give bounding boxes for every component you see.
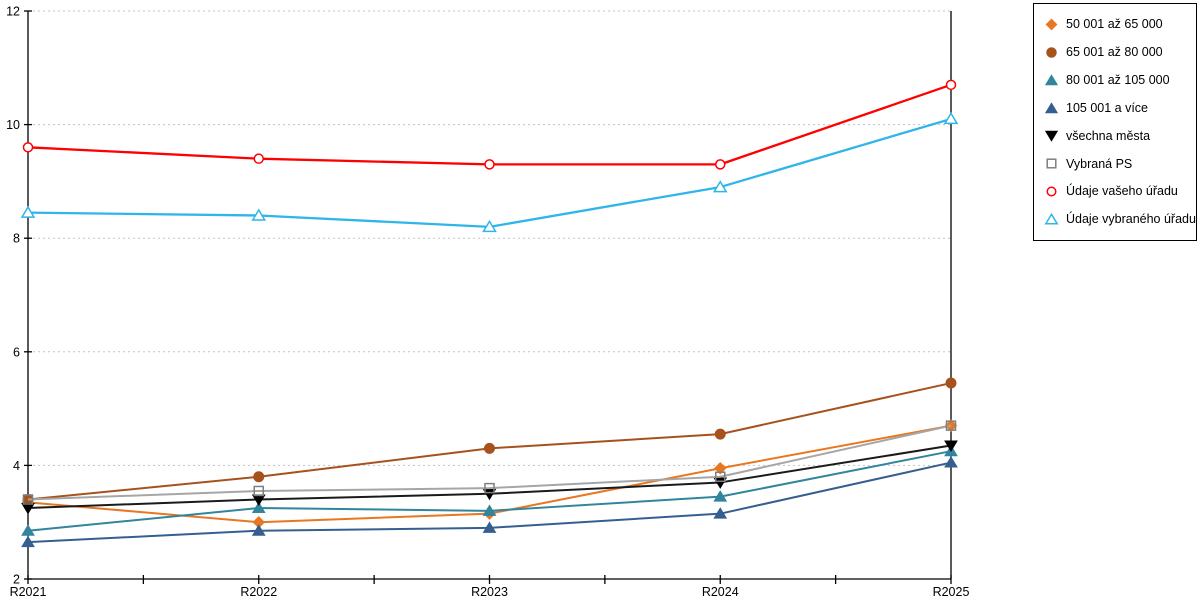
data-point-marker	[945, 377, 957, 389]
legend-item: 65 001 až 80 000	[1044, 45, 1196, 60]
x-tick-label: R2022	[240, 585, 277, 599]
x-tick-label: R2021	[10, 585, 47, 599]
data-point-marker	[713, 490, 728, 502]
data-point-marker	[484, 159, 495, 170]
series-line	[27, 382, 952, 501]
legend-item-label: 50 001 až 65 000	[1066, 17, 1163, 32]
y-tick-label: 10	[6, 118, 20, 132]
data-point-marker	[21, 524, 35, 536]
data-point-marker	[22, 142, 34, 153]
data-point-marker	[251, 208, 267, 221]
y-tick-label: 2	[13, 573, 20, 587]
triangle-up-legend-marker-icon	[1044, 73, 1059, 85]
data-point-marker	[20, 205, 36, 218]
diamond-legend-marker-icon	[1045, 18, 1058, 31]
data-point-marker	[715, 159, 726, 170]
series-line	[27, 424, 952, 501]
data-point-marker	[712, 180, 728, 193]
data-point-marker	[482, 219, 497, 233]
x-tick-label: R2023	[471, 585, 508, 599]
data-point-marker	[484, 442, 495, 454]
triangle-down-legend-marker-icon	[1044, 131, 1059, 143]
triangle-up-legend-marker-icon	[1044, 101, 1059, 113]
data-point-marker	[251, 524, 266, 536]
data-point-marker	[21, 535, 35, 548]
legend-item: všechna města	[1044, 128, 1196, 143]
data-point-marker	[253, 153, 264, 164]
legend-item-label: 105 001 a více	[1066, 100, 1149, 115]
data-point-marker	[251, 501, 266, 513]
data-point-marker	[253, 485, 264, 497]
data-point-marker	[484, 482, 495, 494]
legend-item-label: Vybraná PS	[1066, 156, 1133, 171]
y-tick-label: 4	[13, 459, 20, 473]
data-point-marker	[713, 507, 728, 519]
series-7	[20, 111, 959, 233]
data-point-marker	[714, 428, 726, 440]
legend-item-label: 80 001 až 105 000	[1066, 72, 1170, 87]
legend-item: 105 001 a více	[1044, 101, 1196, 116]
triangle-up-legend-marker-icon	[1044, 212, 1059, 225]
series-3	[21, 456, 958, 548]
legend-item-label: všechna města	[1066, 128, 1151, 143]
data-point-marker	[22, 494, 34, 505]
gridlines	[28, 10, 951, 466]
data-point-marker	[944, 440, 958, 452]
legend-item-label: 65 001 až 80 000	[1066, 45, 1163, 59]
chart-legend: 50 001 až 65 000 65 001 až 80 000 80 001 a…	[1033, 3, 1197, 241]
circle-legend-marker-icon	[1046, 47, 1057, 58]
legend-item: 80 001 až 105 000	[1044, 73, 1196, 88]
data-point-marker	[943, 111, 959, 125]
data-point-marker	[482, 488, 497, 501]
x-tick-label: R2025	[933, 585, 970, 599]
legend-item: 50 001 až 65 000	[1044, 17, 1196, 32]
data-point-marker	[482, 521, 497, 533]
y-tick-label: 6	[13, 345, 20, 359]
legend-item-label: Údaje vašeho úřadu	[1066, 184, 1178, 199]
data-point-marker	[715, 471, 726, 483]
data-point-marker	[253, 471, 265, 483]
data-point-marker	[714, 462, 727, 475]
axis-labels: 2 4 6 8 10 12 R2021 R2022 R2023 R2024 R2025	[6, 5, 969, 600]
legend-item: Údaje vašeho úřadu	[1044, 184, 1196, 199]
data-point-marker	[482, 504, 497, 516]
y-tick-label: 8	[13, 232, 20, 246]
circle-legend-marker-icon	[1046, 186, 1057, 197]
data-point-marker	[944, 456, 958, 468]
legend-item: Údaje vybraného úřadu	[1044, 212, 1196, 227]
series-2	[21, 444, 958, 536]
axis-ticks	[24, 10, 952, 584]
series-6	[22, 79, 957, 170]
legend-item-label: Údaje vybraného úřadu	[1066, 212, 1196, 227]
series-line	[27, 117, 952, 228]
square-legend-marker-icon	[1046, 158, 1057, 169]
series-5	[22, 420, 957, 505]
data-point-marker	[945, 79, 957, 91]
data-point-marker	[713, 477, 728, 489]
series-1	[22, 377, 957, 505]
data-point-marker	[945, 420, 957, 431]
x-tick-label: R2024	[702, 585, 739, 599]
legend-item: Vybraná PS	[1044, 156, 1196, 171]
y-tick-label: 12	[6, 5, 20, 19]
